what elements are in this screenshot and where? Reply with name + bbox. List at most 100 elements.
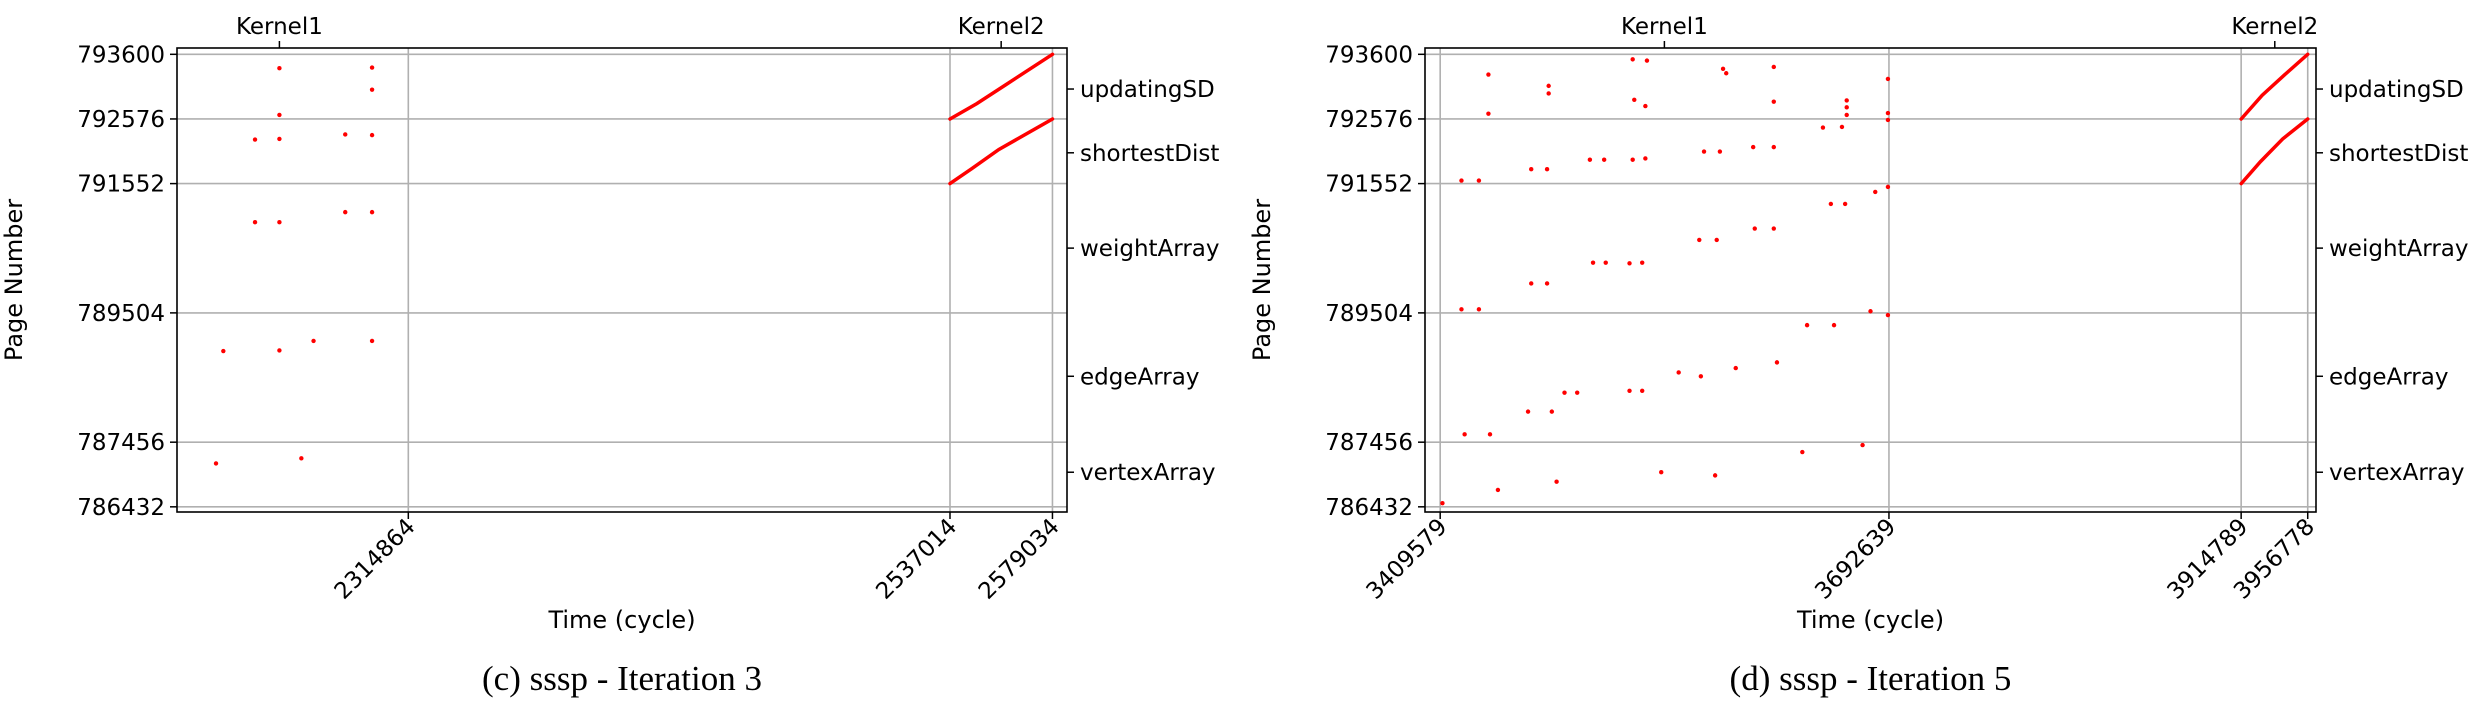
y-tick-label: 792576: [1325, 107, 1413, 133]
figure-caption: (c) sssp - Iteration 3: [482, 659, 762, 698]
data-point: [1659, 470, 1664, 475]
data-point: [299, 456, 304, 461]
data-point: [1800, 449, 1805, 455]
region-label: vertexArray: [2329, 460, 2465, 486]
data-point: [1804, 322, 1810, 328]
data-point: [1697, 237, 1702, 243]
data-point: [1544, 281, 1550, 286]
data-point: [1717, 149, 1723, 154]
data-point: [1587, 157, 1593, 162]
data-point: [1562, 390, 1567, 395]
data-point: [369, 87, 375, 92]
data-point: [1771, 144, 1776, 150]
x-tick-label: 3409579: [1362, 514, 1453, 605]
data-point: [1724, 71, 1729, 76]
chart-panel-iteration-5: 786432 787456 789504 791552 792576 793600 3409…: [1248, 14, 2469, 698]
data-point: [1487, 432, 1493, 437]
data-point: [1632, 97, 1637, 102]
data-point: [1774, 360, 1780, 365]
data-point: [1842, 201, 1848, 207]
data-point: [1750, 144, 1756, 150]
data-point: [369, 338, 375, 344]
data-line: [948, 117, 1055, 186]
y-tick-label: 787456: [1325, 430, 1413, 456]
data-point: [1885, 184, 1891, 190]
data-point: [1720, 66, 1726, 72]
data-point: [1828, 201, 1834, 207]
data-point: [369, 65, 375, 70]
data-point: [1698, 374, 1704, 379]
data-point: [1644, 58, 1650, 63]
data-line: [2239, 52, 2310, 121]
data-point: [1640, 388, 1645, 393]
data-point: [1885, 110, 1891, 116]
data-line: [948, 52, 1055, 121]
data-point: [1733, 365, 1738, 371]
data-point: [1860, 442, 1865, 448]
y-axis-label: Page Number: [0, 199, 28, 361]
data-point: [1831, 322, 1837, 328]
data-point: [369, 209, 375, 215]
x-tick-label: 2579034: [974, 514, 1065, 605]
data-point: [1873, 189, 1878, 195]
data-point: [1771, 99, 1776, 104]
y-axis-label: Page Number: [1248, 199, 1276, 361]
data-point: [1525, 409, 1531, 414]
x-tick-label: 2537014: [871, 514, 962, 605]
data-point: [1462, 432, 1467, 437]
y-tick-label: 786432: [77, 495, 165, 521]
data-point: [1459, 307, 1464, 312]
plot-frame: [1424, 47, 2317, 513]
data-point: [343, 132, 348, 137]
data-point: [1529, 281, 1534, 286]
x-axis-label: Time (cycle): [1796, 606, 1944, 634]
data-point: [213, 461, 219, 466]
plot-frame: [176, 47, 1068, 513]
data-point: [1529, 167, 1534, 172]
x-tick-label: 3692639: [1810, 514, 1901, 605]
y-tick-label: 793600: [1325, 42, 1413, 68]
data-point: [1495, 487, 1501, 493]
data-point: [1844, 98, 1849, 103]
data-point: [1820, 125, 1826, 130]
region-label: shortestDist: [2329, 141, 2468, 167]
region-label: edgeArray: [2329, 364, 2448, 390]
data-point: [1486, 111, 1491, 116]
data-point: [1544, 167, 1550, 172]
y-tick-label: 792576: [77, 107, 165, 133]
kernel-label: Kernel2: [958, 14, 1045, 40]
y-tick-label: 791552: [1325, 172, 1413, 198]
data-point: [1885, 76, 1891, 82]
data-point: [1844, 112, 1849, 118]
data-point: [1486, 72, 1491, 77]
y-tick-label: 793600: [77, 42, 165, 68]
data-line: [2239, 117, 2310, 186]
data-point: [1885, 312, 1891, 318]
data-point: [369, 132, 375, 138]
data-point: [1712, 473, 1718, 478]
data-point: [1554, 479, 1559, 484]
data-point: [277, 220, 282, 225]
data-point: [221, 348, 226, 354]
region-label: weightArray: [2329, 236, 2469, 262]
data-point: [1601, 157, 1607, 162]
chart-panel-iteration-3: 786432 787456 789504 791552 792576 793600 2314…: [0, 14, 1220, 698]
data-point: [1643, 103, 1648, 109]
data-point: [1440, 500, 1445, 506]
data-point: [277, 348, 282, 353]
data-point: [1590, 260, 1596, 265]
data-point: [1771, 64, 1776, 70]
data-point: [1630, 157, 1635, 162]
y-tick-label: 789504: [77, 301, 165, 327]
y-tick-label: 787456: [77, 430, 165, 456]
data-point: [1844, 105, 1849, 110]
data-point: [1627, 388, 1632, 393]
data-point: [1627, 261, 1632, 266]
data-point: [311, 338, 316, 344]
data-point: [277, 136, 282, 142]
data-point: [1643, 156, 1648, 161]
data-point: [1752, 226, 1757, 231]
data-point: [1839, 124, 1845, 130]
figure-caption: (d) sssp - Iteration 5: [1730, 659, 2012, 698]
